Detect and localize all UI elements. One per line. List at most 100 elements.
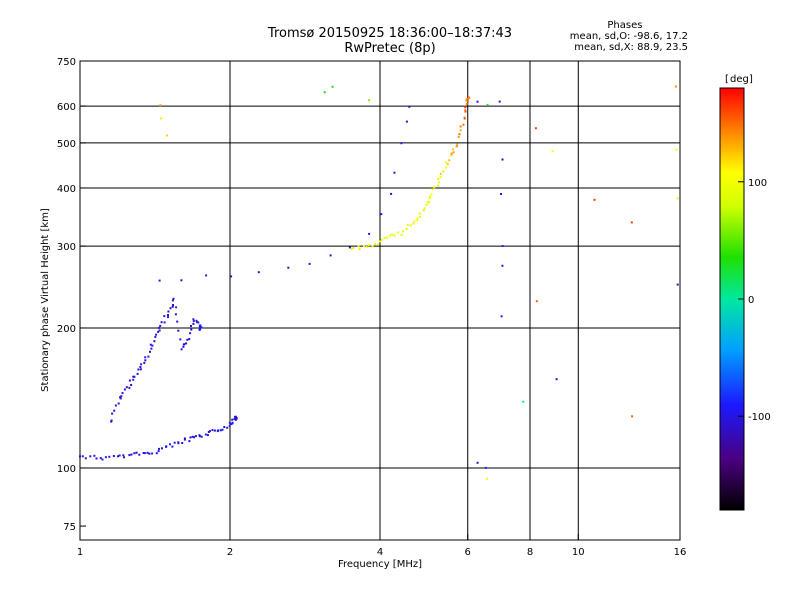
data-point: [445, 161, 448, 164]
data-point: [183, 437, 186, 440]
chart-title: Tromsø 20150925 18:36:00–18:37:43 RwPret…: [230, 26, 550, 56]
data-point: [192, 322, 195, 325]
y-axis: 75 100 200 300 400 500 600 750: [57, 57, 86, 533]
data-point: [368, 244, 371, 247]
colorbar: [ deg ] 100 0 -100: [719, 74, 771, 511]
data-point: [205, 274, 208, 277]
data-point: [114, 404, 117, 407]
data-point: [171, 299, 174, 302]
data-point: [405, 228, 408, 230]
data-point: [500, 315, 503, 318]
data-point: [442, 170, 445, 173]
data-point: [196, 321, 199, 324]
data-point: [122, 454, 125, 457]
colorbar-tick-label: 100: [748, 178, 767, 189]
data-point: [425, 203, 428, 206]
y-axis-title: Stationary phase Virtual Height [km]: [40, 208, 51, 392]
data-point: [172, 297, 175, 300]
data-point: [142, 452, 145, 454]
data-point: [169, 307, 172, 310]
data-point: [149, 350, 151, 353]
data-point: [397, 231, 400, 234]
data-point: [457, 136, 460, 138]
data-point: [213, 429, 216, 432]
data-point: [405, 120, 408, 123]
data-point: [174, 313, 177, 316]
data-point: [501, 264, 504, 267]
y-tick-label: 75: [63, 522, 76, 533]
x-tick-label: 4: [377, 547, 383, 558]
x-tick-label: 2: [227, 547, 233, 558]
data-point: [133, 452, 136, 455]
data-point: [118, 454, 121, 457]
data-point: [153, 340, 156, 343]
data-point: [198, 435, 201, 438]
data-point: [400, 233, 403, 236]
data-point: [675, 148, 678, 151]
data-point: [409, 224, 412, 227]
data-point: [458, 133, 461, 136]
data-point: [465, 99, 468, 102]
data-point: [200, 326, 203, 329]
data-point: [112, 455, 115, 457]
stats-heading: Phases: [607, 20, 643, 31]
data-point: [113, 409, 116, 412]
data-point: [180, 279, 183, 282]
data-point: [426, 201, 429, 204]
data-point: [450, 152, 453, 155]
data-point: [593, 198, 596, 201]
data-point: [408, 105, 411, 108]
data-point: [437, 178, 440, 180]
data-point: [139, 368, 142, 371]
data-point: [167, 314, 169, 316]
data-point: [676, 283, 679, 286]
colorbar-unit-bracket-right: ]: [749, 74, 753, 85]
data-point: [368, 99, 370, 102]
data-point: [190, 325, 192, 327]
data-point: [235, 417, 238, 420]
data-point: [423, 207, 426, 210]
y-tick-label: 300: [57, 242, 76, 253]
data-point: [380, 239, 383, 241]
data-point: [428, 201, 431, 204]
data-point: [143, 452, 146, 455]
data-point: [631, 415, 634, 418]
data-point: [413, 220, 416, 223]
data-point: [192, 318, 195, 321]
data-point: [198, 327, 201, 329]
data-point: [551, 150, 554, 153]
data-point: [138, 453, 141, 456]
data-point: [422, 209, 425, 212]
data-point: [166, 134, 169, 137]
data-point: [157, 450, 160, 453]
data-point: [89, 455, 92, 458]
data-point: [116, 455, 119, 458]
title-line-1: Tromsø 20150925 18:36:00–18:37:43: [267, 26, 513, 41]
data-point: [391, 233, 394, 236]
data-point: [110, 419, 113, 422]
data-point: [169, 443, 171, 446]
data-point: [157, 330, 160, 333]
data-point: [393, 171, 396, 174]
data-point: [176, 320, 179, 323]
data-point: [348, 246, 351, 249]
data-point: [79, 455, 81, 458]
data-point: [143, 361, 146, 364]
x-tick-label: 10: [572, 547, 585, 558]
data-point: [177, 442, 180, 445]
stats-x: mean, sd,X: 88.9, 23.5: [574, 42, 688, 53]
data-point: [206, 434, 209, 437]
data-point: [151, 344, 154, 347]
y-tick-label: 600: [57, 102, 76, 113]
y-tick-label: 750: [57, 57, 76, 68]
data-point: [108, 455, 111, 458]
data-point: [198, 328, 201, 331]
data-point: [161, 447, 163, 450]
data-point: [501, 158, 504, 161]
data-point: [128, 454, 131, 457]
data-point: [433, 186, 436, 189]
data-point: [219, 429, 222, 432]
data-point: [257, 271, 260, 274]
data-point: [498, 100, 501, 103]
